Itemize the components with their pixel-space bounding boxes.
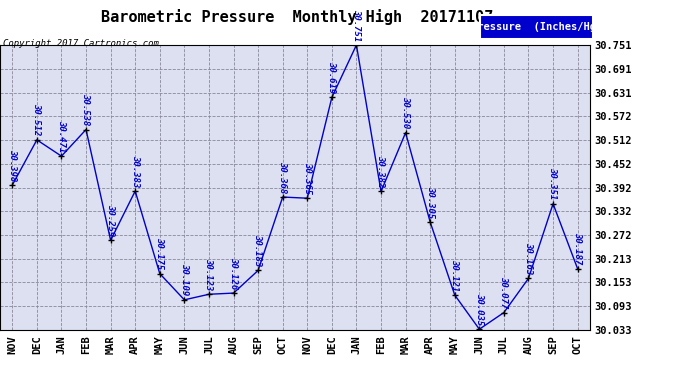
Text: 30.175: 30.175 [155, 237, 164, 270]
Text: 30.382: 30.382 [377, 155, 386, 187]
Text: 30.365: 30.365 [303, 162, 312, 194]
Text: 30.398: 30.398 [8, 149, 17, 181]
Text: 30.035: 30.035 [475, 293, 484, 325]
Text: 30.109: 30.109 [180, 263, 189, 296]
Text: Barometric Pressure  Monthly High  20171107: Barometric Pressure Monthly High 2017110… [101, 9, 493, 26]
Text: 30.187: 30.187 [573, 232, 582, 265]
Text: 30.121: 30.121 [451, 259, 460, 291]
Text: 30.077: 30.077 [500, 276, 509, 308]
Text: 30.368: 30.368 [278, 160, 287, 193]
Text: 30.163: 30.163 [524, 242, 533, 274]
Text: 30.183: 30.183 [254, 234, 263, 266]
Text: 30.126: 30.126 [229, 256, 238, 289]
Text: Copyright 2017 Cartronics.com: Copyright 2017 Cartronics.com [3, 39, 159, 48]
Text: 30.471: 30.471 [57, 120, 66, 152]
Text: 30.530: 30.530 [401, 96, 410, 129]
Text: 30.751: 30.751 [352, 9, 361, 41]
Text: 30.619: 30.619 [327, 61, 336, 93]
Text: 30.305: 30.305 [426, 186, 435, 218]
Text: 30.123: 30.123 [204, 258, 213, 290]
Text: 30.351: 30.351 [549, 167, 558, 200]
Text: 30.538: 30.538 [81, 93, 90, 125]
Text: 30.512: 30.512 [32, 104, 41, 136]
Text: 30.259: 30.259 [106, 204, 115, 236]
Text: Pressure  (Inches/Hg): Pressure (Inches/Hg) [471, 22, 602, 32]
Text: 30.383: 30.383 [130, 154, 139, 187]
